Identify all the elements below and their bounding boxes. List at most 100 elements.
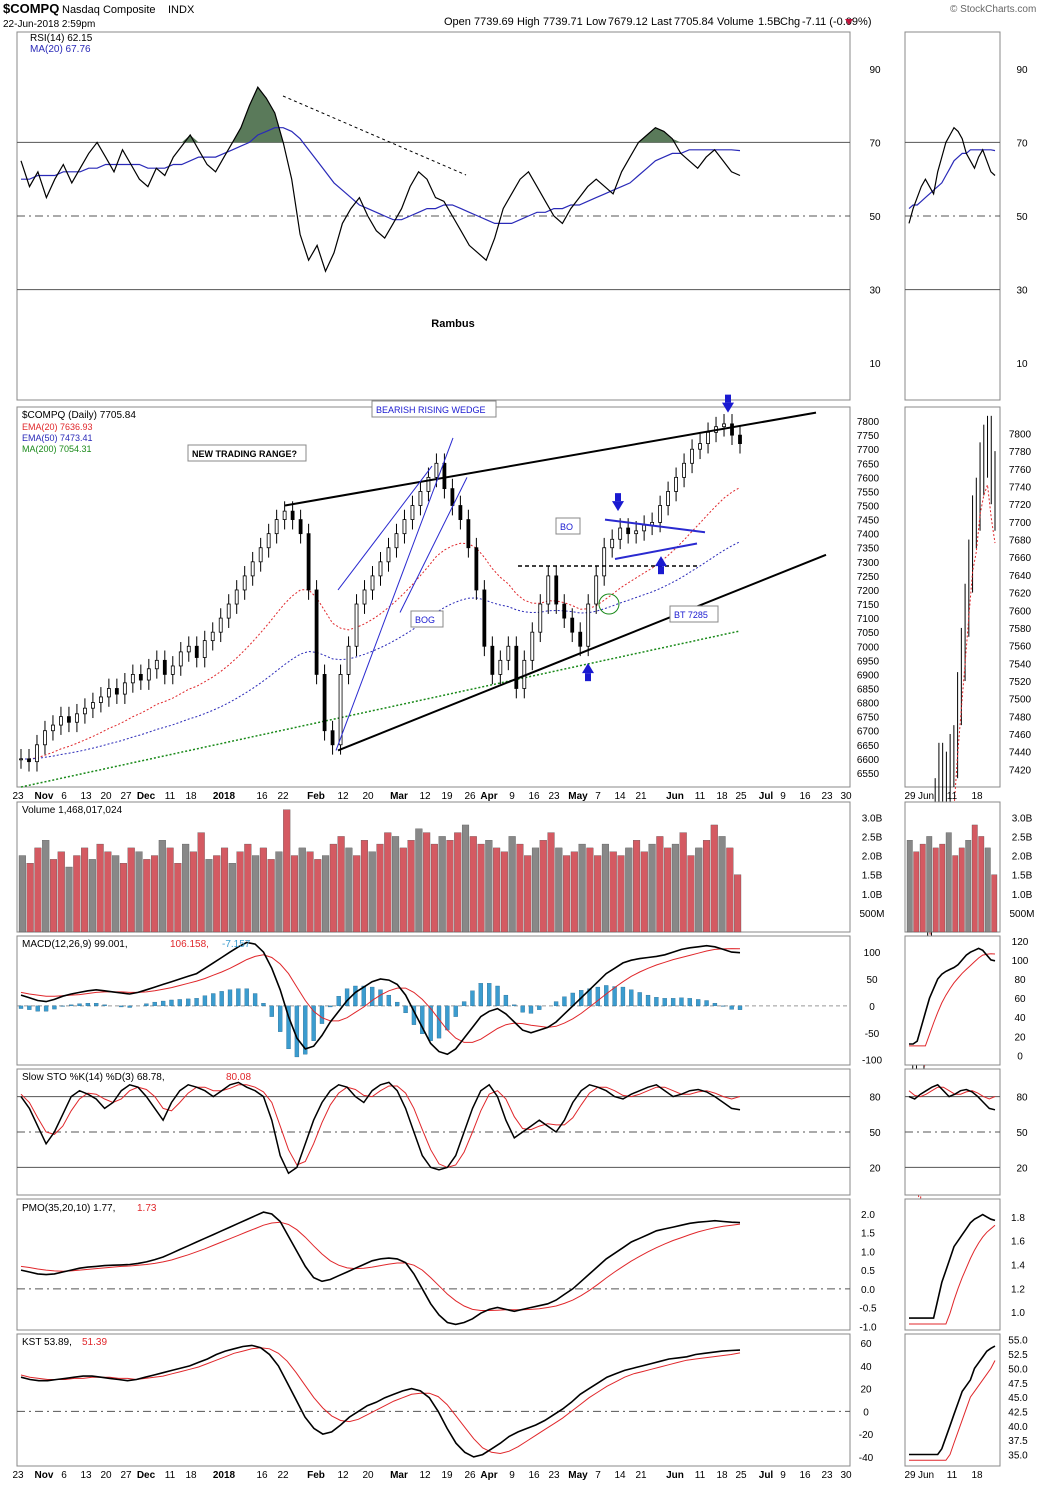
volume-bar xyxy=(718,836,726,933)
inset-x-tick: 11 xyxy=(947,1470,958,1481)
arrow-shaft xyxy=(725,394,731,403)
volume-bar xyxy=(322,855,330,933)
inset-kst-ytick: 55.0 xyxy=(1008,1336,1028,1347)
price-candle xyxy=(242,575,247,591)
volume-bar xyxy=(337,836,345,933)
inset-pmo-ytick: 1.4 xyxy=(1011,1261,1025,1272)
price-ytick: 7350 xyxy=(857,544,880,555)
macd-histogram-bar xyxy=(85,1003,91,1007)
price-candle xyxy=(666,491,670,506)
inset-volume-ytick: 1.0B xyxy=(1012,890,1033,901)
volume-bar xyxy=(633,840,641,933)
price-candle xyxy=(298,519,303,535)
inset-price-ytick: 7560 xyxy=(1009,642,1032,653)
price-ytick: 6600 xyxy=(857,755,880,766)
price-legend: EMA(20) 7636.93 xyxy=(22,422,93,432)
inset-volume-bar xyxy=(965,840,972,933)
volume-bar xyxy=(563,855,571,933)
x-tick-label-bottom: 18 xyxy=(716,1470,728,1481)
price-legend: MA(200) 7054.31 xyxy=(22,444,92,454)
volume-bar xyxy=(656,836,664,933)
macd-histogram-bar xyxy=(395,1001,400,1007)
x-tick-label: 6 xyxy=(61,791,67,802)
price-candle xyxy=(282,510,287,520)
price-candle xyxy=(490,645,495,675)
x-tick-label-bottom: 12 xyxy=(337,1470,349,1481)
x-tick-label-bottom: 16 xyxy=(799,1470,811,1481)
volume-bar xyxy=(213,855,221,933)
volume-bar xyxy=(702,840,711,933)
upper-trendline xyxy=(284,411,817,507)
price-candle xyxy=(67,716,71,723)
chg-label: Chg xyxy=(780,16,800,28)
inset-kst-signal xyxy=(909,1360,996,1461)
price-candle xyxy=(402,519,407,535)
volume-bar xyxy=(407,840,415,933)
arrow-down-icon xyxy=(612,501,624,512)
volume-bar xyxy=(609,851,617,933)
x-tick-label-bottom: Apr xyxy=(480,1470,497,1481)
price-ytick: 7050 xyxy=(857,628,880,639)
inset-x-tick: Jun xyxy=(918,791,934,802)
macd-histogram-bar xyxy=(696,999,701,1007)
x-tick-label-bottom: 16 xyxy=(528,1470,540,1481)
volume-bar xyxy=(252,855,260,933)
price-candle xyxy=(154,659,159,670)
volume-bar xyxy=(135,851,143,933)
inset-volume-bar xyxy=(984,847,991,933)
inset-kst-ytick: 45.0 xyxy=(1008,1393,1028,1404)
macd-histogram-bar xyxy=(27,1005,32,1010)
price-candle xyxy=(690,448,694,464)
pmo-ytick: 0.5 xyxy=(861,1266,875,1277)
price-candle xyxy=(730,423,734,436)
x-tick-label-bottom: 2018 xyxy=(213,1470,236,1481)
price-candle xyxy=(322,674,327,732)
volume-bar xyxy=(430,843,438,933)
volume-bar xyxy=(104,851,112,933)
price-candle xyxy=(394,533,399,549)
price-candle xyxy=(642,524,647,532)
price-candle xyxy=(346,645,351,675)
macd-histogram-bar xyxy=(344,988,350,1007)
price-ytick: 7650 xyxy=(857,459,880,470)
kst-legend: KST 53.89, xyxy=(22,1337,72,1348)
x-tick-label: 11 xyxy=(165,791,176,802)
x-tick-label-bottom: Mar xyxy=(390,1470,408,1481)
inset-price-ytick: 7460 xyxy=(1009,730,1032,741)
macd-histogram-bar xyxy=(77,1003,82,1007)
x-tick-label-bottom: 13 xyxy=(80,1470,92,1481)
inset-macd-signal xyxy=(909,953,996,1047)
price-candle xyxy=(258,547,263,563)
x-tick-label-bottom: 19 xyxy=(441,1470,453,1481)
wedge-line xyxy=(399,477,468,613)
lower-trendline xyxy=(337,553,827,752)
volume-bar xyxy=(228,863,236,933)
rsi-ma20-line xyxy=(21,127,741,224)
inset-volume-bar xyxy=(919,843,926,933)
price-candle xyxy=(538,603,543,633)
macd-histogram-bar xyxy=(278,1005,283,1032)
rsi-ytick: 30 xyxy=(869,286,881,297)
arrow-shaft xyxy=(615,493,621,502)
volume-bar xyxy=(267,859,275,933)
sto-legend: 80.08 xyxy=(226,1072,251,1083)
inset-x-tick: 18 xyxy=(971,1470,983,1481)
macd-histogram-bar xyxy=(729,1005,734,1010)
inset-x-tick: 29 xyxy=(904,791,916,802)
volume-label: Volume xyxy=(717,16,754,28)
x-tick-label-bottom: 18 xyxy=(185,1470,197,1481)
price-candle xyxy=(362,589,367,605)
ma200-line xyxy=(20,630,741,788)
volume-bar xyxy=(485,840,493,933)
macd-histogram-bar xyxy=(311,1005,316,1041)
volume-bar xyxy=(570,851,578,933)
macd-histogram-bar xyxy=(512,1004,517,1007)
macd-histogram-bar xyxy=(169,999,174,1007)
macd-histogram-bar xyxy=(503,994,509,1007)
price-legend: EMA(50) 7473.41 xyxy=(22,433,93,443)
price-candle xyxy=(210,631,215,642)
macd-histogram-bar xyxy=(478,983,483,1007)
price-candle xyxy=(218,617,223,633)
volume-bar xyxy=(57,851,65,933)
